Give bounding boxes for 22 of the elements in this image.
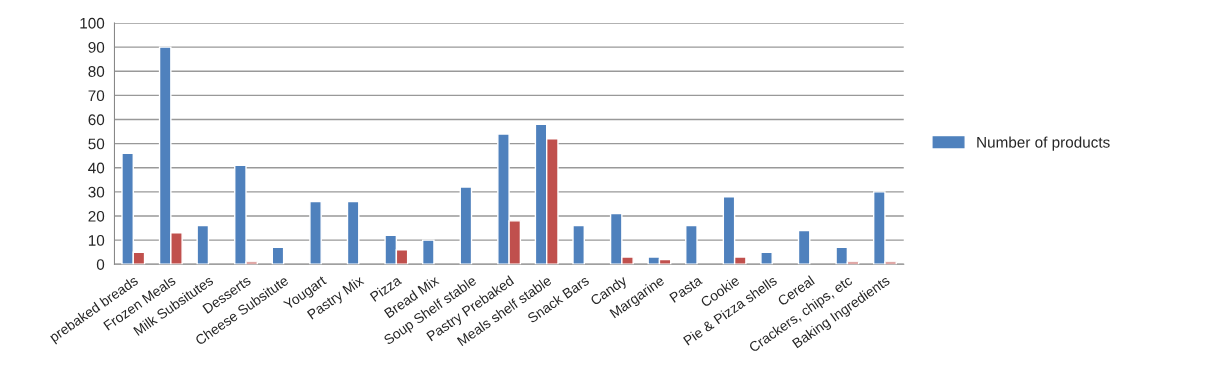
y-tick-label: 50 xyxy=(88,138,105,150)
y-tick-label: 100 xyxy=(80,17,105,29)
y-tick-label: 40 xyxy=(88,162,105,174)
y-tick-label: 60 xyxy=(88,114,105,126)
y-tick-label: 20 xyxy=(88,210,105,222)
bar xyxy=(309,200,322,265)
bar xyxy=(196,224,210,265)
y-tick-label: 90 xyxy=(88,41,105,53)
y-tick-label: 80 xyxy=(88,66,105,77)
bar xyxy=(572,224,585,265)
y-tick-label: 70 xyxy=(88,90,105,102)
bar xyxy=(685,224,698,265)
bar xyxy=(271,246,285,265)
y-tick-label: 10 xyxy=(88,235,105,246)
bar xyxy=(421,239,435,265)
bar xyxy=(797,229,811,265)
bar xyxy=(760,251,773,265)
y-tick-label: 30 xyxy=(88,186,105,198)
y-tick-label: 0 xyxy=(96,259,105,270)
legend-label: Number of products xyxy=(977,136,1110,151)
bar xyxy=(346,200,360,265)
bar xyxy=(459,186,473,265)
